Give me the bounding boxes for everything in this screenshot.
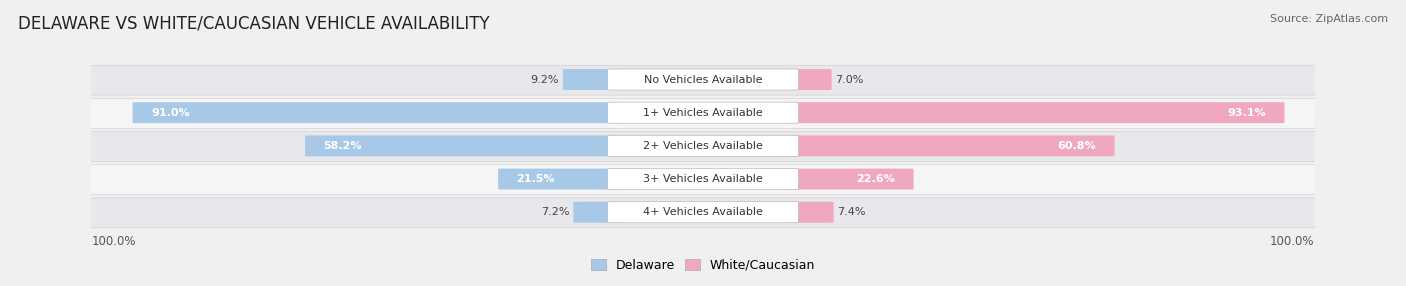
Text: 7.2%: 7.2%	[541, 207, 569, 217]
Text: 7.0%: 7.0%	[835, 75, 863, 84]
Text: 4+ Vehicles Available: 4+ Vehicles Available	[643, 207, 763, 217]
FancyBboxPatch shape	[82, 98, 1324, 128]
Text: 60.8%: 60.8%	[1057, 141, 1097, 151]
FancyBboxPatch shape	[607, 102, 799, 123]
FancyBboxPatch shape	[82, 165, 1324, 195]
FancyBboxPatch shape	[132, 102, 623, 123]
Text: 100.0%: 100.0%	[91, 235, 136, 247]
FancyBboxPatch shape	[783, 135, 1115, 156]
Legend: Delaware, White/Caucasian: Delaware, White/Caucasian	[586, 254, 820, 277]
FancyBboxPatch shape	[82, 198, 1324, 228]
FancyBboxPatch shape	[783, 102, 1285, 123]
Text: 91.0%: 91.0%	[150, 108, 190, 118]
FancyBboxPatch shape	[498, 168, 623, 190]
Text: 21.5%: 21.5%	[516, 174, 555, 184]
Text: 9.2%: 9.2%	[530, 75, 560, 84]
FancyBboxPatch shape	[82, 132, 1324, 162]
Text: DELAWARE VS WHITE/CAUCASIAN VEHICLE AVAILABILITY: DELAWARE VS WHITE/CAUCASIAN VEHICLE AVAI…	[18, 14, 489, 32]
FancyBboxPatch shape	[783, 168, 914, 190]
Text: 2+ Vehicles Available: 2+ Vehicles Available	[643, 141, 763, 151]
Text: Source: ZipAtlas.com: Source: ZipAtlas.com	[1270, 14, 1388, 24]
FancyBboxPatch shape	[783, 202, 834, 223]
Text: 58.2%: 58.2%	[323, 141, 361, 151]
FancyBboxPatch shape	[607, 69, 799, 90]
FancyBboxPatch shape	[607, 202, 799, 223]
Text: 3+ Vehicles Available: 3+ Vehicles Available	[643, 174, 763, 184]
Text: 93.1%: 93.1%	[1227, 108, 1265, 118]
Text: 100.0%: 100.0%	[1270, 235, 1315, 247]
FancyBboxPatch shape	[607, 168, 799, 190]
FancyBboxPatch shape	[574, 202, 623, 223]
Text: No Vehicles Available: No Vehicles Available	[644, 75, 762, 84]
FancyBboxPatch shape	[305, 135, 623, 156]
FancyBboxPatch shape	[82, 65, 1324, 95]
FancyBboxPatch shape	[562, 69, 623, 90]
Text: 1+ Vehicles Available: 1+ Vehicles Available	[643, 108, 763, 118]
Text: 7.4%: 7.4%	[838, 207, 866, 217]
FancyBboxPatch shape	[783, 69, 831, 90]
FancyBboxPatch shape	[607, 135, 799, 156]
Text: 22.6%: 22.6%	[856, 174, 896, 184]
